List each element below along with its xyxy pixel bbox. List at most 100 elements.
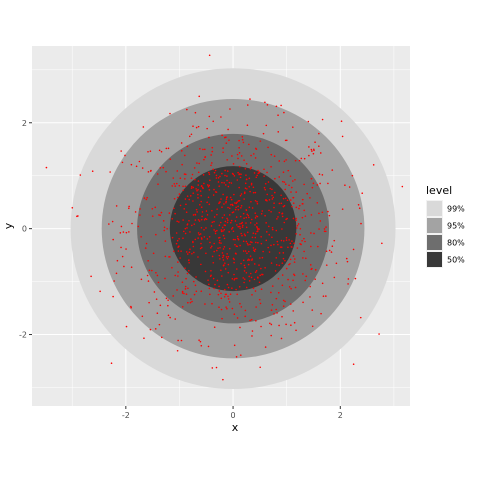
data-point [230,198,233,201]
legend-swatch-95 [427,218,442,233]
data-point [191,300,193,303]
data-point [285,237,288,239]
data-point [206,184,209,186]
data-point [241,224,244,227]
data-point [216,279,219,282]
data-point [239,326,241,329]
data-point [256,200,258,203]
data-point [179,204,182,207]
data-point [208,235,211,238]
data-point [351,174,354,177]
data-point [217,181,220,183]
data-point [259,257,261,259]
data-point [231,287,233,289]
data-point [184,185,187,188]
data-point [243,281,245,284]
data-point [234,238,236,241]
data-point [359,316,362,319]
data-point [207,279,209,281]
data-point [265,124,268,127]
data-point [205,252,207,255]
data-point [302,257,304,259]
data-point [211,209,213,212]
data-point [163,229,166,232]
data-point [238,225,241,228]
data-point [193,167,196,169]
data-point [277,277,280,280]
data-point [310,214,313,216]
data-point [174,318,177,320]
data-point [196,189,198,192]
data-point [214,169,217,172]
data-point [239,176,242,179]
data-point [250,183,253,186]
data-point [183,208,186,210]
data-point [270,291,272,294]
data-point [212,194,215,196]
legend-label: 95% [447,222,465,231]
data-point [352,363,355,366]
data-point [182,185,184,188]
data-point [313,149,315,152]
data-point [193,251,195,254]
data-point [253,278,256,281]
data-point [252,287,255,290]
data-point [218,241,221,244]
data-point [240,204,243,207]
data-point [231,211,234,214]
data-point [235,288,237,291]
data-point [210,247,212,249]
data-point [275,297,278,300]
level-circle-50 [169,166,297,292]
data-point [289,242,292,245]
data-point [204,217,207,220]
data-point [227,286,230,289]
data-point [260,235,262,238]
data-point [268,225,270,228]
data-point [244,266,246,269]
data-point [303,237,305,240]
data-point [252,153,255,155]
data-point [181,306,184,308]
data-point [182,237,184,240]
data-point [303,183,305,186]
data-point [272,196,275,199]
data-point [188,259,190,261]
data-point [187,287,189,290]
data-point [234,220,237,222]
data-point [233,273,235,276]
data-point [246,124,249,127]
data-point [289,199,292,201]
data-point [192,240,194,243]
data-point [288,184,290,187]
data-point [236,224,238,226]
data-point [181,290,184,293]
data-point [198,95,201,98]
data-point [183,173,186,175]
data-point [299,227,302,230]
data-point [178,237,180,240]
data-point [250,182,253,185]
data-point [186,224,189,226]
data-point [212,168,214,171]
data-point [184,267,186,269]
data-point [152,252,155,255]
data-point [278,324,280,327]
data-point [232,211,235,213]
data-point [176,289,178,291]
data-point [307,120,310,123]
data-point [292,202,295,204]
data-point [240,155,243,157]
data-point [245,222,247,224]
data-point [247,244,249,246]
data-point [151,215,154,217]
data-point [179,257,181,259]
data-point [197,188,199,191]
data-point [295,329,297,332]
data-point [271,285,274,287]
data-point [248,177,251,180]
data-point [200,185,203,188]
data-point [224,224,227,227]
data-point [309,197,311,199]
data-point [162,220,165,222]
